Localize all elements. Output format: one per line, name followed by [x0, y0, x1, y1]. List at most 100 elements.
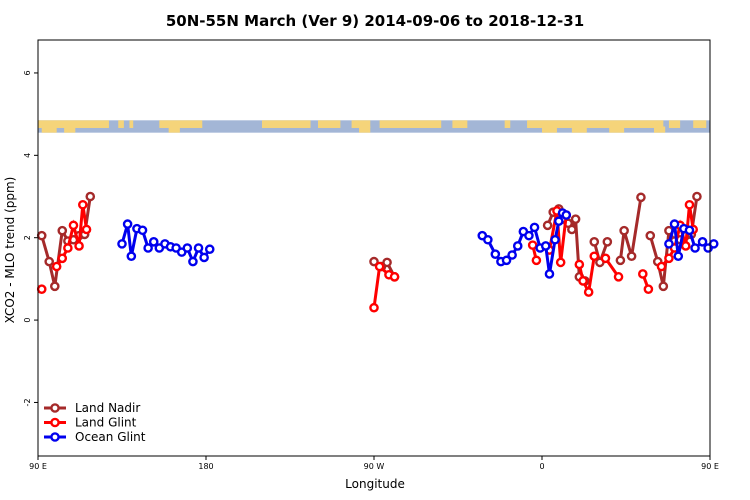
data-point: [199, 252, 209, 263]
data-point: [389, 272, 400, 282]
legend-swatch-marker: [50, 403, 60, 413]
land-band: [609, 126, 625, 133]
y-axis-label: XCO2 - MLO trend (ppm): [3, 177, 17, 324]
legend-label: Land Nadir: [75, 401, 140, 415]
data-point: [143, 243, 153, 253]
data-point: [669, 219, 680, 229]
data-point: [550, 234, 560, 245]
data-point: [684, 199, 695, 210]
data-point: [122, 219, 133, 229]
data-point: [507, 250, 517, 260]
land-band: [452, 120, 468, 128]
series-ocean-glint: [117, 208, 719, 279]
data-point: [374, 261, 385, 272]
data-point: [555, 257, 566, 268]
legend-label: Ocean Glint: [75, 430, 146, 444]
data-point: [204, 244, 215, 255]
data-point: [658, 281, 669, 292]
data-point: [602, 237, 613, 247]
land-band: [379, 120, 442, 128]
data-point: [567, 224, 577, 235]
series-land-nadir: [36, 191, 702, 292]
land-band: [668, 120, 681, 128]
x-axis: 90 E 180 90 W 0 90 E: [29, 456, 719, 471]
data-point: [527, 240, 538, 250]
data-point: [74, 241, 84, 251]
land-band: [654, 126, 666, 133]
data-point: [524, 230, 534, 241]
data-point: [638, 269, 648, 279]
data-point: [68, 220, 79, 231]
data-point: [369, 302, 379, 313]
data-point: [182, 243, 193, 253]
legend-swatch-marker: [50, 417, 60, 428]
x-tick-label: 180: [198, 462, 213, 471]
data-point: [51, 261, 62, 272]
x-tick-label: 90 E: [701, 462, 719, 471]
data-point: [63, 243, 73, 253]
data-point: [531, 255, 542, 266]
x-tick-label: 90 E: [29, 462, 47, 471]
data-point: [501, 255, 512, 266]
plot-series: [36, 191, 719, 313]
data-point: [643, 284, 654, 294]
data-point: [81, 224, 92, 235]
data-point: [673, 251, 684, 262]
data-point: [570, 214, 581, 224]
data-point: [697, 237, 708, 247]
y-tick-label: 0: [23, 318, 32, 323]
land-band: [693, 120, 707, 128]
data-point: [529, 222, 540, 233]
land-band: [159, 120, 203, 128]
data-point: [137, 225, 148, 236]
data-point: [626, 251, 637, 262]
data-point: [193, 243, 204, 253]
land-band: [262, 120, 311, 128]
data-point: [36, 230, 47, 241]
data-point: [483, 234, 493, 245]
land-band: [504, 120, 511, 128]
data-point: [574, 259, 585, 270]
data-point: [578, 276, 588, 286]
data-point: [561, 210, 572, 220]
data-point: [542, 220, 553, 231]
chart-title: 50N-55N March (Ver 9) 2014-09-06 to 2018…: [166, 12, 584, 30]
data-point: [44, 256, 55, 267]
data-point: [645, 230, 656, 241]
data-point: [554, 216, 564, 227]
land-band: [542, 126, 557, 133]
data-point: [57, 253, 68, 264]
land-band: [359, 126, 371, 133]
land-ocean-strip: [38, 120, 710, 133]
data-point: [36, 284, 47, 294]
land-band: [118, 120, 124, 128]
y-tick-label: 6: [23, 70, 32, 75]
x-axis-label: Longitude: [345, 477, 405, 491]
data-point: [684, 225, 695, 236]
data-point: [708, 239, 719, 249]
data-point: [490, 249, 501, 259]
data-point: [613, 272, 624, 282]
y-tick-label: 4: [23, 153, 32, 158]
land-band: [168, 126, 180, 133]
data-point: [680, 241, 691, 251]
data-point: [148, 237, 159, 247]
data-point: [57, 225, 68, 236]
land-band: [41, 126, 57, 133]
x-tick-label: 0: [539, 462, 544, 471]
y-axis: -2 0 2 4 6: [23, 70, 38, 406]
data-point: [636, 192, 646, 203]
x-tick-label: 90 W: [364, 462, 385, 471]
series-line: [547, 210, 568, 263]
data-point: [78, 199, 88, 210]
data-point: [50, 281, 60, 292]
data-point: [583, 287, 594, 297]
land-band: [571, 126, 587, 133]
y-tick-label: -2: [23, 398, 32, 406]
data-point: [615, 255, 626, 266]
data-point: [126, 251, 137, 262]
series-line: [577, 256, 596, 297]
data-point: [369, 256, 379, 267]
